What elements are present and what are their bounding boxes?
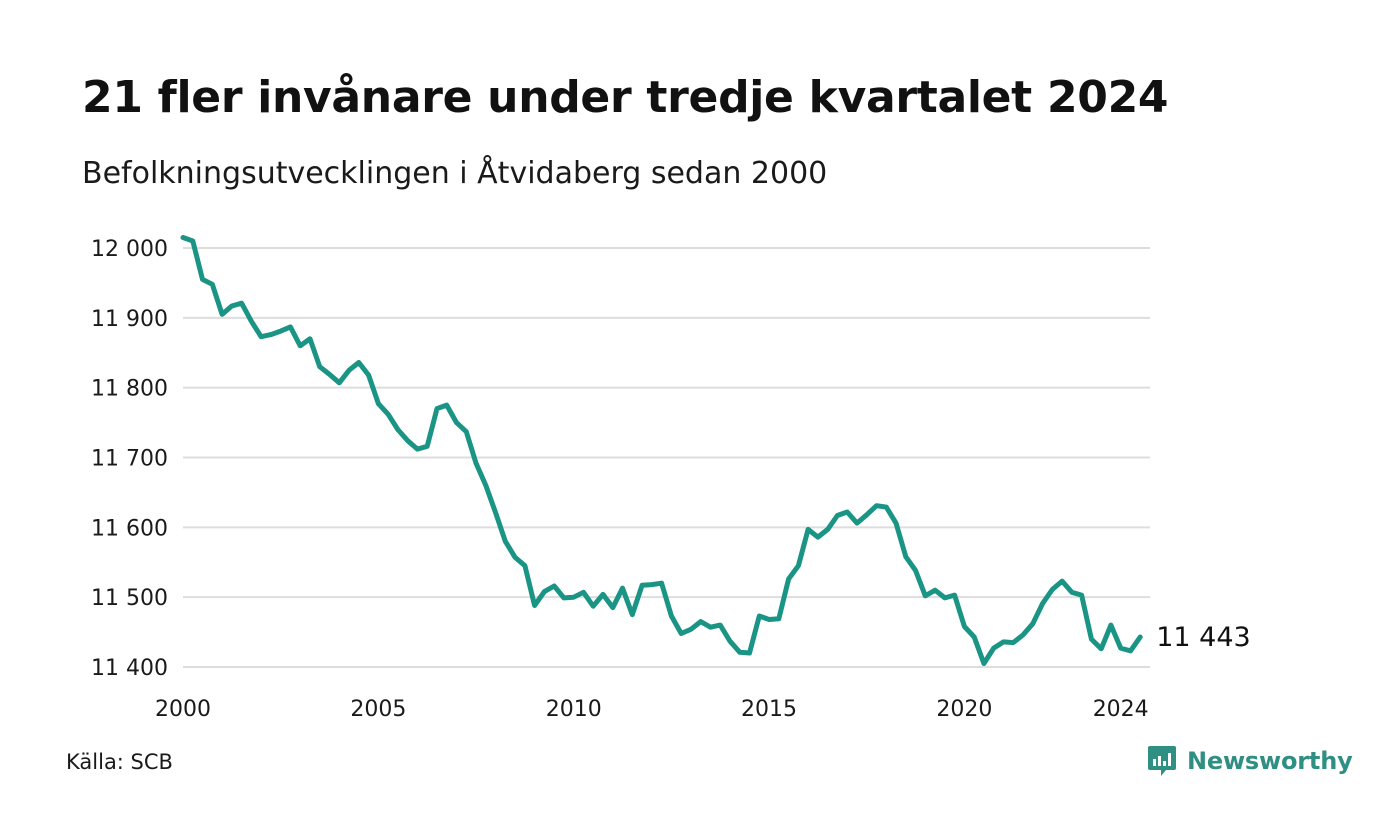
brand-logo: Newsworthy [1147,744,1353,778]
x-tick-label: 2000 [155,697,211,722]
gridlines [183,247,1150,668]
y-tick-label: 11 600 [91,516,168,541]
newsworthy-logo-icon [1148,746,1176,776]
x-tick-label: 2020 [936,697,992,722]
y-tick-label: 11 500 [91,586,168,611]
y-tick-label: 11 700 [91,447,168,472]
series-line [180,235,1143,666]
y-tick-label: 11 900 [91,307,168,332]
y-tick-label: 11 800 [91,377,168,402]
chart-subtitle: Befolkningsutvecklingen i Åtvidaberg sed… [82,156,828,191]
chart-title: 21 fler invånare under tredje kvartalet … [82,72,1169,123]
x-tick-label: 2015 [741,697,797,722]
x-tick-label: 2024 [1093,697,1149,722]
y-tick-label: 12 000 [91,237,168,262]
end-value-label: 11 443 [1156,622,1250,653]
series-layer: 11 443 [180,235,1251,666]
x-tick-label: 2010 [546,697,602,722]
x-tick-label: 2005 [350,697,406,722]
brand-name: Newsworthy [1187,747,1353,775]
y-tick-label: 11 400 [91,656,168,681]
source-note: Källa: SCB [66,750,173,774]
axis-labels: 12 000 11 900 11 800 11 700 11 600 11 500 11 4… [91,237,1149,722]
